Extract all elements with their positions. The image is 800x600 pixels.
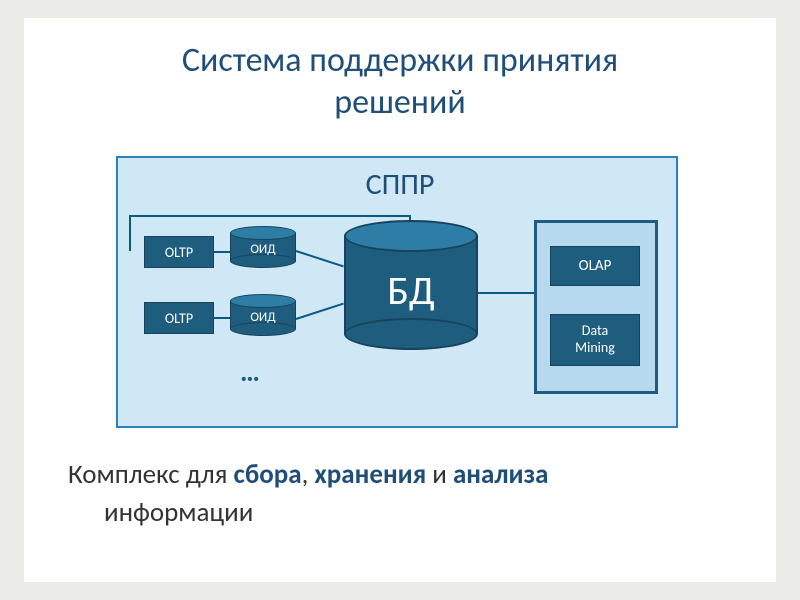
footer-part: ,: [302, 458, 315, 491]
cylinder-bottom: [344, 318, 478, 350]
cylinder-top: [230, 226, 296, 240]
connector: [129, 215, 131, 251]
title-line1: Система поддержки принятия: [182, 40, 618, 81]
data-mining-box: DataMining: [550, 314, 640, 366]
footer-bold: сбора: [234, 458, 302, 491]
bd-label: БД: [344, 266, 478, 315]
olap-box: OLAP: [550, 246, 640, 286]
footer-part: Комплекс для: [68, 458, 234, 491]
footer-part: и: [426, 458, 453, 491]
footer-text: Комплекс для сбора, хранения и анализа и…: [68, 456, 548, 532]
dm-text: DataMining: [575, 323, 615, 357]
title-line2: решений: [334, 82, 465, 123]
footer-bold: хранения: [314, 458, 426, 491]
page-title: Система поддержки принятия решений: [24, 40, 776, 124]
oid-label: ОИД: [230, 310, 296, 325]
cylinder-top: [344, 220, 478, 252]
oid-label: ОИД: [230, 242, 296, 257]
connector: [478, 292, 536, 294]
connector: [129, 215, 411, 217]
footer-bold: анализа: [453, 458, 548, 491]
sppr-label: СППР: [24, 164, 776, 204]
slide: Система поддержки принятия решений СППР …: [24, 18, 776, 582]
oid-cylinder-2: ОИД: [230, 294, 296, 336]
ellipsis: …: [240, 354, 260, 389]
footer-line2: информации: [68, 494, 253, 532]
cylinder-top: [230, 294, 296, 308]
oltp-box-2: OLTP: [144, 302, 214, 334]
bd-cylinder: БД: [344, 220, 478, 350]
oltp-box-1: OLTP: [144, 236, 214, 268]
oid-cylinder-1: ОИД: [230, 226, 296, 268]
